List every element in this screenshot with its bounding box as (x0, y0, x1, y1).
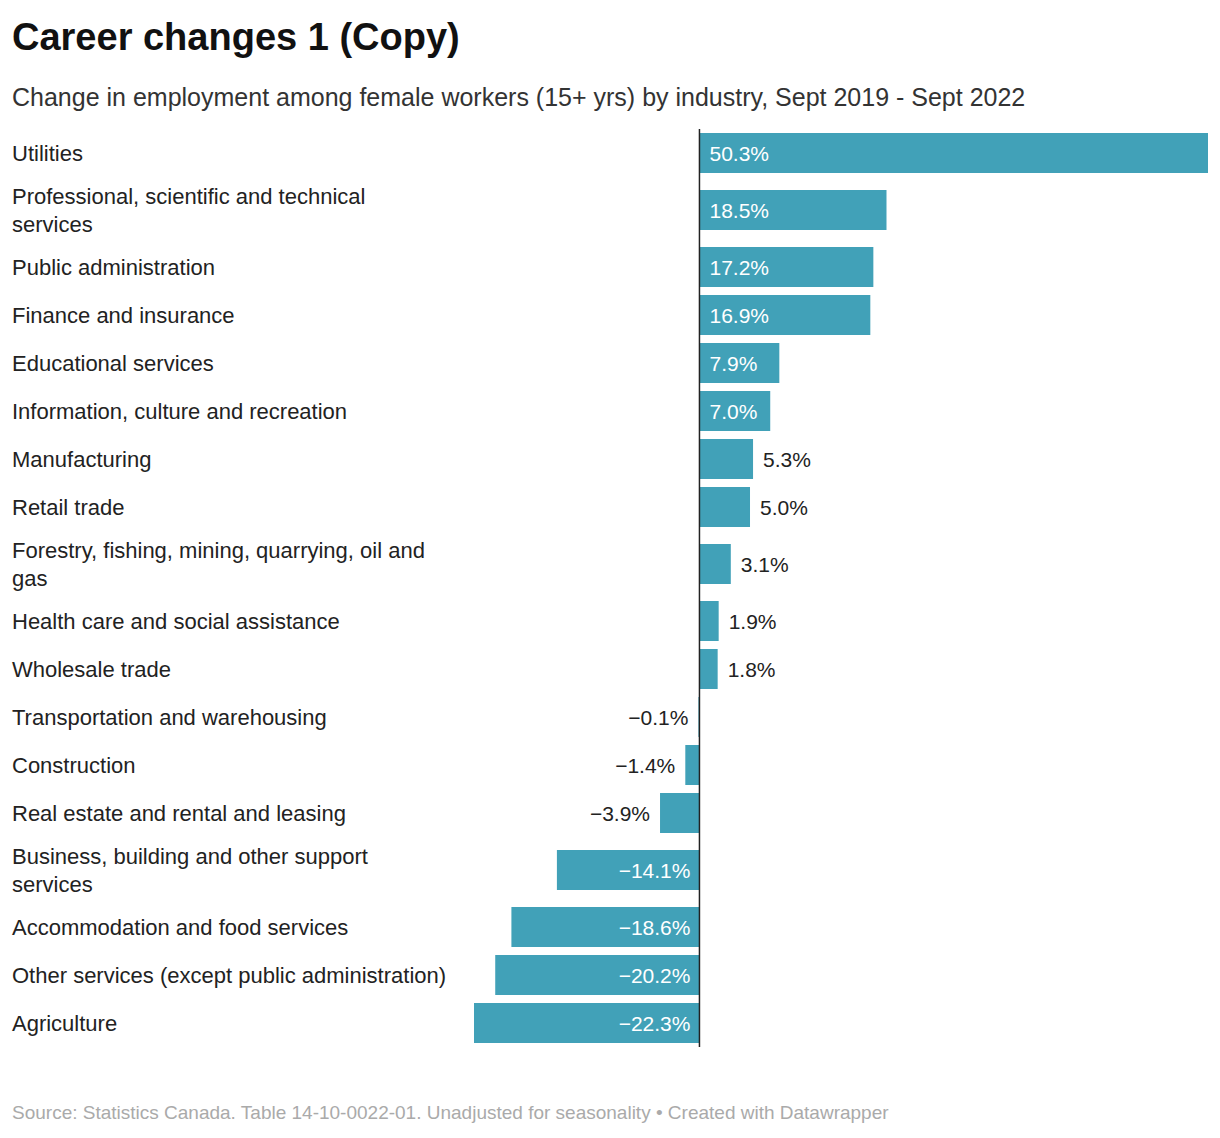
page: {"chart_data": { "type": "bar", "orienta… (0, 0, 1220, 1138)
category-label: Public administration (12, 255, 215, 280)
data-label: 7.0% (709, 400, 757, 423)
category-label-line: Forestry, fishing, mining, quarrying, oi… (12, 538, 425, 563)
category-label: Educational services (12, 351, 214, 376)
data-label: 1.8% (728, 658, 776, 681)
data-label: 18.5% (709, 199, 769, 222)
data-label: −1.4% (615, 754, 675, 777)
data-label: 1.9% (729, 610, 777, 633)
source: Source: Statistics Canada. Table 14-10-0… (12, 1102, 889, 1123)
data-label: 5.3% (763, 448, 811, 471)
data-label: 7.9% (709, 352, 757, 375)
category-label-line: services (12, 212, 93, 237)
bar (699, 649, 717, 689)
bar (511, 907, 699, 947)
category-label: Retail trade (12, 495, 125, 520)
category-label-line: Information, culture and recreation (12, 399, 347, 424)
data-label: −20.2% (619, 964, 691, 987)
category-label-line: Professional, scientific and technical (12, 184, 365, 209)
category-label: Other services (except public administra… (12, 963, 446, 988)
category-label: Information, culture and recreation (12, 399, 347, 424)
data-label: 17.2% (709, 256, 769, 279)
category-label-line: gas (12, 566, 47, 591)
data-label: −0.1% (628, 706, 688, 729)
chart: Career changes 1 (Copy) Change in employm… (0, 0, 1220, 1138)
bar (495, 955, 699, 995)
data-label: 16.9% (709, 304, 769, 327)
bar (699, 544, 730, 584)
bar (699, 439, 753, 479)
data-labels: 50.3% 18.5% 17.2% 16.9% 7.9% 7.0% 5.3% 5.0% 3.1%… (590, 142, 811, 1035)
zero-line (699, 129, 701, 1047)
data-label: −3.9% (590, 802, 650, 825)
category-label: Health care and social assistance (12, 609, 340, 634)
bar (660, 793, 699, 833)
category-label: Construction (12, 753, 136, 778)
category-label: Business, building and other support serv… (12, 844, 368, 897)
category-label-line: Health care and social assistance (12, 609, 340, 634)
category-label: Professional, scientific and technical se… (12, 184, 365, 237)
bar (699, 247, 873, 287)
category-label-line: Other services (except public administra… (12, 963, 446, 988)
category-label-line: Real estate and rental and leasing (12, 801, 346, 826)
bar (699, 133, 1208, 173)
category-labels: Utilities Professional, scientific and te… (12, 141, 446, 1036)
category-label: Agriculture (12, 1011, 117, 1036)
bars (474, 133, 1208, 1043)
bar (699, 601, 718, 641)
bar (699, 391, 770, 431)
bar (699, 343, 779, 383)
category-label-line: Educational services (12, 351, 214, 376)
bar (685, 745, 699, 785)
data-label: −18.6% (619, 916, 691, 939)
category-label-line: Wholesale trade (12, 657, 171, 682)
category-label-line: Retail trade (12, 495, 125, 520)
data-label: −22.3% (619, 1012, 691, 1035)
category-label-line: Business, building and other support (12, 844, 368, 869)
data-label: 3.1% (741, 553, 789, 576)
category-label: Transportation and warehousing (12, 705, 327, 730)
bar (699, 190, 886, 230)
subtitle: Change in employment among female worker… (12, 83, 1025, 111)
category-label: Utilities (12, 141, 83, 166)
data-label: 50.3% (709, 142, 769, 165)
category-label: Finance and insurance (12, 303, 235, 328)
category-label: Wholesale trade (12, 657, 171, 682)
bar (699, 487, 750, 527)
category-label-line: Public administration (12, 255, 215, 280)
category-label-line: Agriculture (12, 1011, 117, 1036)
category-label: Real estate and rental and leasing (12, 801, 346, 826)
category-label: Accommodation and food services (12, 915, 348, 940)
bar (699, 295, 870, 335)
category-label-line: Transportation and warehousing (12, 705, 327, 730)
category-label-line: Manufacturing (12, 447, 151, 472)
category-label-line: Accommodation and food services (12, 915, 348, 940)
category-label: Manufacturing (12, 447, 151, 472)
title: Career changes 1 (Copy) (12, 16, 460, 58)
data-label: −14.1% (619, 859, 691, 882)
bar (474, 1003, 699, 1043)
data-label: 5.0% (760, 496, 808, 519)
category-label-line: Utilities (12, 141, 83, 166)
category-label-line: Construction (12, 753, 136, 778)
category-label-line: services (12, 872, 93, 897)
category-label-line: Finance and insurance (12, 303, 235, 328)
category-label: Forestry, fishing, mining, quarrying, oi… (12, 538, 425, 591)
bar (557, 850, 700, 890)
